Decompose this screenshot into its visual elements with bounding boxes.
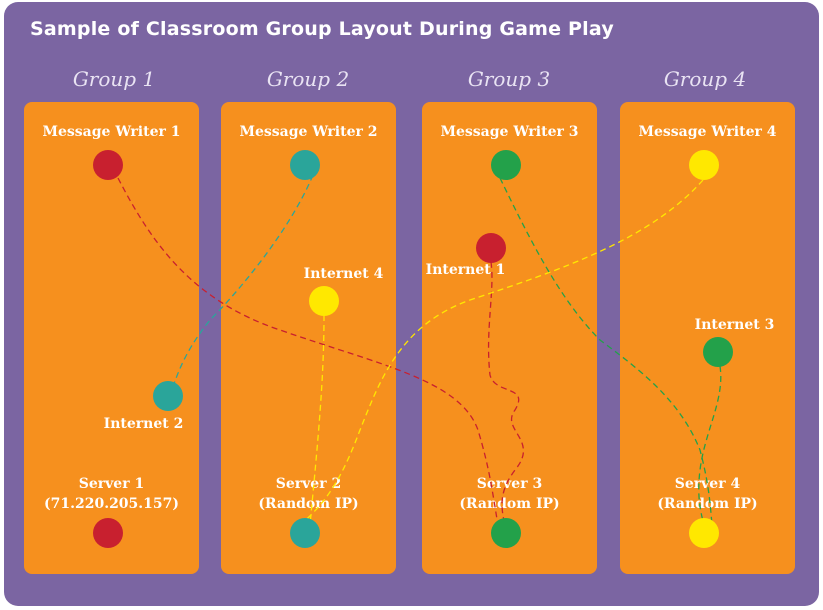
message-writer-4-label: Message Writer 4: [638, 124, 777, 140]
server-3-node: [491, 518, 521, 548]
message-writer-3-label: Message Writer 3: [440, 124, 579, 140]
message-writer-2-node: [290, 150, 320, 180]
group-3-label: Group 3: [467, 67, 551, 91]
internet-1-label: Internet 1: [425, 262, 506, 278]
server-2-node: [290, 518, 320, 548]
server-4-label: Server 4: [674, 476, 741, 492]
server-3-ip: (Random IP): [459, 496, 560, 512]
internet-1-node: [476, 233, 506, 263]
server-4-node: [689, 518, 719, 548]
server-3-label: Server 3: [476, 476, 543, 492]
internet-3-node: [703, 337, 733, 367]
internet-4-label: Internet 4: [303, 266, 384, 282]
message-writer-1-node: [93, 150, 123, 180]
internet-2-label: Internet 2: [103, 416, 184, 432]
message-writer-2-label: Message Writer 2: [239, 124, 378, 140]
message-writer-1-label: Message Writer 1: [42, 124, 181, 140]
group-2-label: Group 2: [266, 67, 350, 91]
group-4-label: Group 4: [663, 67, 747, 91]
diagram-title: Sample of Classroom Group Layout During …: [30, 18, 614, 40]
message-writer-3-node: [491, 150, 521, 180]
server-2-label: Server 2: [275, 476, 342, 492]
message-writer-4-node: [689, 150, 719, 180]
server-1-label: Server 1: [78, 476, 145, 492]
server-1-node: [93, 518, 123, 548]
server-4-ip: (Random IP): [657, 496, 758, 512]
group-1-label: Group 1: [72, 67, 156, 91]
server-2-ip: (Random IP): [258, 496, 359, 512]
internet-4-node: [309, 286, 339, 316]
internet-2-node: [153, 381, 183, 411]
internet-3-label: Internet 3: [694, 317, 775, 333]
server-1-ip: (71.220.205.157): [43, 496, 180, 512]
